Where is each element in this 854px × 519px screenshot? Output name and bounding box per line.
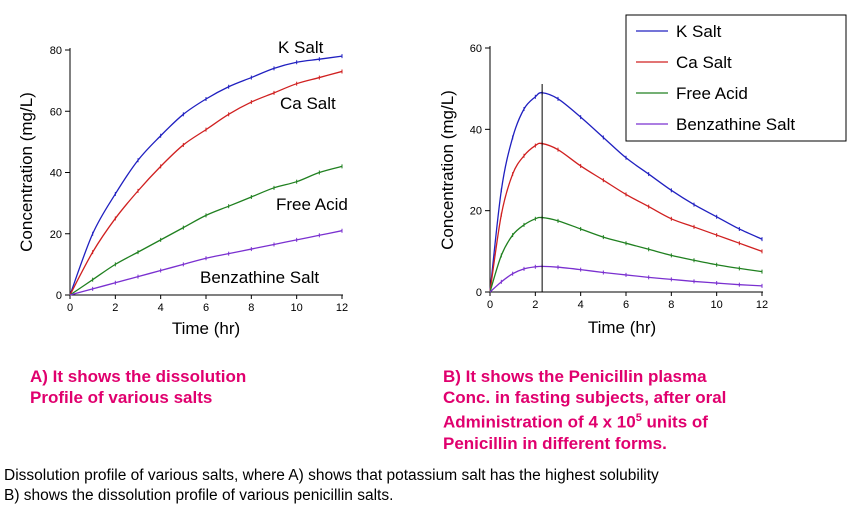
y-tick-label: 0: [56, 290, 62, 302]
figure-caption: Dissolution profile of various salts, wh…: [4, 466, 659, 506]
series-line-k-salt: [489, 92, 763, 293]
panel-b-description: B) It shows the Penicillin plasma Conc. …: [443, 366, 726, 454]
y-tick-label: 60: [470, 43, 482, 55]
x-tick-label: 12: [756, 299, 768, 311]
legend-label-benzathine: Benzathine Salt: [676, 115, 795, 134]
caption-line2: B) shows the dissolution profile of vari…: [4, 487, 394, 504]
x-tick-label: 2: [532, 299, 538, 311]
series-line-ca-salt: [489, 142, 763, 293]
x-tick-label: 8: [668, 299, 674, 311]
legend-box: [625, 14, 847, 142]
x-tick-label: 10: [711, 299, 723, 311]
x-tick-label: 6: [203, 302, 209, 314]
chart-a-label-ca-salt: Ca Salt: [280, 94, 336, 113]
x-tick-label: 8: [248, 302, 254, 314]
y-tick-label: 60: [50, 106, 62, 118]
chart-a-label-k-salt: K Salt: [278, 38, 324, 57]
legend-label-k-salt: K Salt: [676, 22, 722, 41]
panel-b-line3-sup: 5: [635, 412, 642, 424]
chart-a: 0 20 40 60 80 0 2 4 6 8 10 12 Concentration (mg/L)…: [17, 38, 348, 338]
panel-a-description: A) It shows the dissolution Profile of v…: [30, 366, 246, 408]
x-tick-label: 10: [291, 302, 303, 314]
x-tick-label: 4: [578, 299, 584, 311]
panel-b-description-line4: Penicillin in different forms.: [443, 433, 667, 453]
caption-line1: Dissolution profile of various salts, wh…: [4, 467, 659, 484]
x-tick-label: 0: [487, 299, 493, 311]
panel-a-description-line1: A) It shows the dissolution: [30, 367, 247, 386]
chart-b-legend: K Salt Ca Salt Free Acid Benzathine Salt: [625, 14, 847, 142]
x-tick-label: 12: [336, 302, 348, 314]
y-tick-label: 0: [476, 287, 482, 299]
chart-b-x-ticks: 0 2 4 6 8 10 12: [487, 292, 768, 311]
panel-b-description-line1: B) It shows the Penicillin plasma: [443, 367, 707, 386]
chart-a-series: [69, 54, 343, 296]
chart-b-y-label: Concentration (mg/L): [438, 90, 457, 250]
y-tick-label: 40: [50, 168, 62, 180]
chart-a-x-ticks: 0 2 4 6 8 10 12: [67, 295, 348, 314]
y-tick-label: 40: [470, 124, 482, 136]
x-tick-label: 4: [158, 302, 164, 314]
chart-a-label-free-acid: Free Acid: [276, 195, 348, 214]
x-tick-label: 6: [623, 299, 629, 311]
y-tick-label: 20: [50, 229, 62, 241]
x-tick-label: 2: [112, 302, 118, 314]
series-line-benzathine-salt: [489, 265, 763, 293]
chart-b-y-ticks: 0 20 40 60: [470, 43, 490, 299]
chart-a-y-label: Concentration (mg/L): [17, 92, 36, 252]
chart-b-x-label: Time (hr): [588, 318, 656, 337]
chart-a-label-benzathine: Benzathine Salt: [200, 268, 319, 287]
panel-a-description-line2: Profile of various salts: [30, 388, 213, 407]
chart-b: 0 20 40 60 0 2 4 6 8 10 12 Concentration (mg/L) T…: [438, 14, 847, 337]
panel-b-description-line2: Conc. in fasting subjects, after oral: [443, 388, 727, 407]
y-tick-label: 80: [50, 45, 62, 57]
panel-b-description-line3: Administration of 4 x 105 units of: [443, 408, 726, 433]
y-tick-label: 20: [470, 206, 482, 218]
legend-label-ca-salt: Ca Salt: [676, 53, 732, 72]
chart-a-x-label: Time (hr): [172, 319, 240, 338]
panel-b-line3-pre: Administration of 4 x 10: [443, 412, 636, 432]
legend-label-free-acid: Free Acid: [676, 84, 748, 103]
panel-b-line3-post: units of: [641, 412, 708, 432]
x-tick-label: 0: [67, 302, 73, 314]
series-line-free-acid: [489, 216, 763, 293]
chart-a-y-ticks: 0 20 40 60 80: [50, 45, 70, 302]
